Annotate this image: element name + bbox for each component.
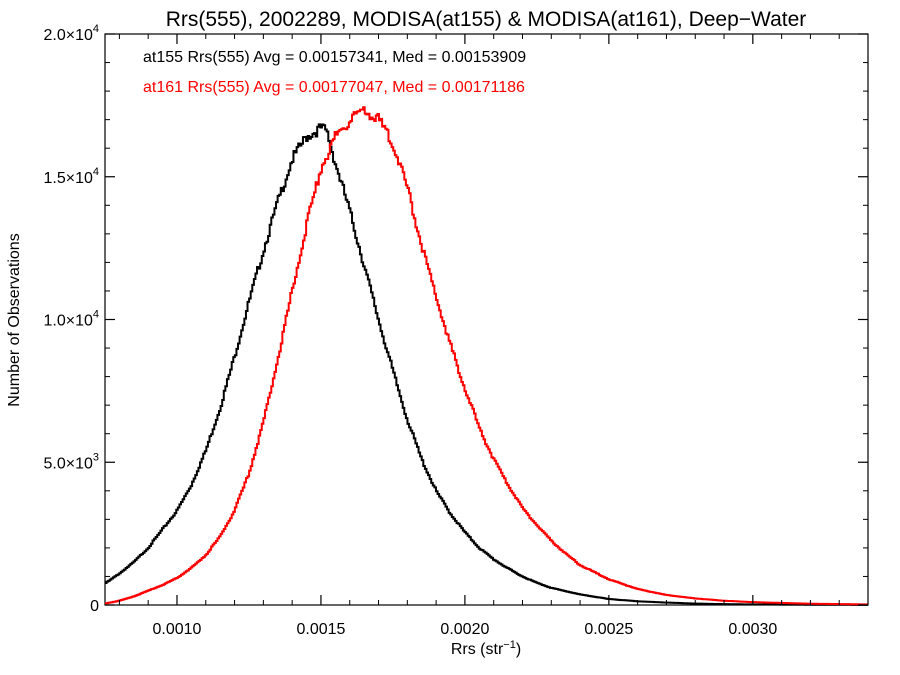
- x-tick-label: 0.0030: [728, 621, 777, 638]
- annotation-at161: at161 Rrs(555) Avg = 0.00177047, Med = 0…: [143, 79, 525, 96]
- series-line-1: [105, 106, 868, 606]
- plot-frame: [104, 33, 869, 606]
- tick-layer: [105, 33, 869, 606]
- y-tick-label: 5.0×103: [43, 451, 99, 472]
- x-tick-label: 0.0020: [440, 621, 489, 638]
- y-axis-label: Number of Observations: [6, 233, 23, 406]
- series-line-0: [105, 123, 868, 606]
- annotation-at155: at155 Rrs(555) Avg = 0.00157341, Med = 0…: [143, 49, 526, 66]
- x-tick-label: 0.0015: [296, 621, 345, 638]
- y-tick-label: 2.0×104: [43, 23, 99, 44]
- y-tick-label: 1.0×104: [43, 309, 99, 330]
- y-tick-labels: 0 5.0×103 1.0×104 1.5×104 2.0×104: [43, 23, 99, 615]
- x-axis-label: Rrs (str−1): [451, 639, 521, 658]
- x-tick-labels: 0.0010 0.0015 0.0020 0.0025 0.0030: [153, 621, 778, 638]
- y-tick-label: 0: [90, 598, 99, 615]
- chart-title: Rrs(555), 2002289, MODISA(at155) & MODIS…: [166, 8, 807, 31]
- x-tick-label: 0.0025: [584, 621, 633, 638]
- x-axis-label-text: Rrs (str: [451, 641, 504, 658]
- y-tick-label: 1.5×104: [43, 166, 99, 187]
- x-tick-label: 0.0010: [153, 621, 202, 638]
- plot-area: [104, 33, 869, 606]
- x-axis-label-close: ): [516, 641, 521, 658]
- x-axis-label-exponent: −1: [503, 639, 516, 651]
- series-layer: [105, 106, 868, 606]
